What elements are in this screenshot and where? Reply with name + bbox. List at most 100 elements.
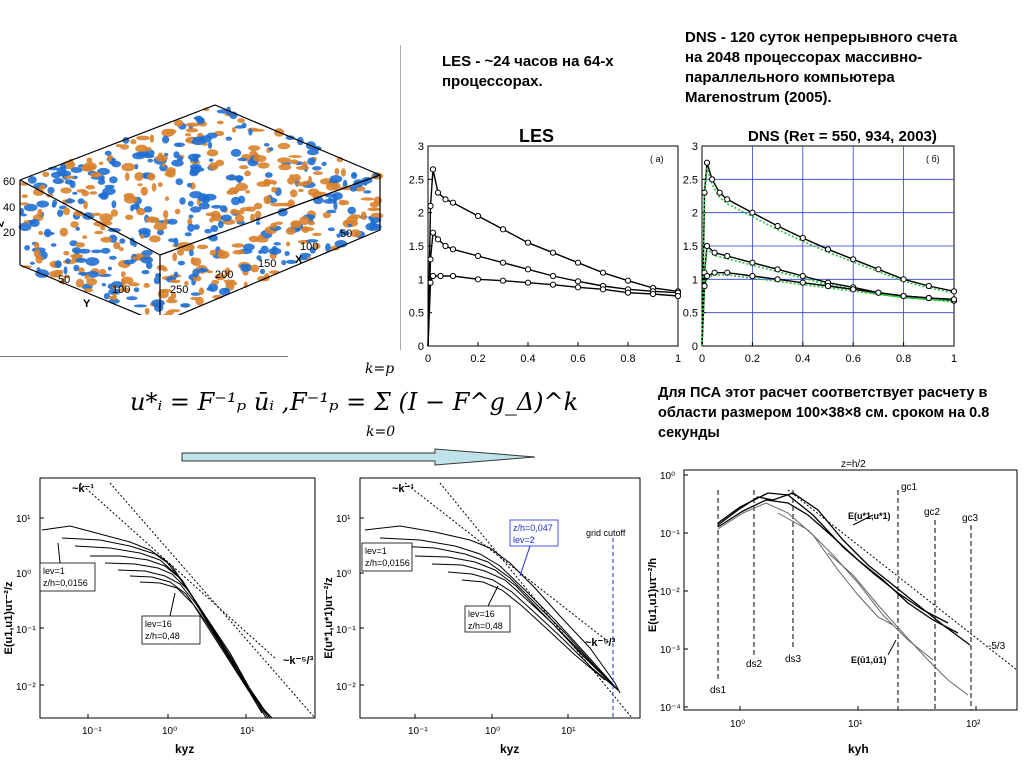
- x-tick-label: 0.8: [620, 353, 635, 365]
- vortex-blob: [312, 232, 322, 237]
- vortex-blob: [230, 148, 242, 157]
- vortex-blob: [209, 249, 217, 256]
- vortex-blob: [208, 158, 214, 162]
- vortex-blob: [167, 218, 178, 225]
- vortex-blob: [350, 229, 362, 238]
- vortex-blob: [175, 143, 180, 147]
- y-tick-label: 2.5: [683, 174, 698, 186]
- vortex-blob: [244, 170, 252, 177]
- z-tick-60: 60: [3, 176, 15, 188]
- series-line-green-0: [701, 167, 955, 347]
- vortex-blob: [131, 256, 143, 260]
- y-axis-label: E(u1,u1)uτ⁻²/h: [648, 558, 659, 633]
- series-point-0: [708, 176, 716, 183]
- turbulence-3d-box: 60 40 20 Z 50 100 250 Y 50 100 150 200 X: [0, 104, 384, 315]
- les-note: LES - ~24 часов на 64-х процессорах.: [442, 53, 614, 90]
- vortex-blob: [85, 257, 100, 266]
- x-tick-label: 1: [951, 353, 957, 365]
- x-tick-label: 0.2: [745, 353, 760, 365]
- series-point-2: [701, 282, 708, 290]
- slope-k-53-label: ~k⁻⁵/³: [585, 637, 616, 649]
- y-tick-50: 50: [58, 274, 70, 286]
- vortex-blob: [281, 260, 287, 266]
- x-tick-150: 150: [258, 258, 276, 270]
- slope-k-1-label: ~k⁻¹: [392, 483, 414, 495]
- gc3-label: gc3: [962, 513, 979, 524]
- vortex-blob: [188, 214, 194, 219]
- vortex-blob: [153, 276, 160, 285]
- slope-k-1-label: ~k⁻¹: [72, 483, 94, 495]
- vortex-blob: [306, 239, 319, 243]
- vortex-blob: [98, 192, 109, 199]
- vortex-blob: [166, 169, 176, 178]
- series-point-2: [524, 279, 532, 286]
- les-profile-chart: 0 0.2 0.4 0.6 0.8 1 0 0.5 1 1.5 2 2.5 3 ( a): [409, 141, 682, 365]
- vortex-blob: [340, 168, 346, 177]
- vortex-blob: [119, 238, 126, 244]
- horizontal-divider: [0, 356, 288, 357]
- series-point-1: [574, 278, 582, 285]
- vortex-blob: [189, 166, 200, 175]
- vortex-blob: [331, 182, 341, 190]
- vortex-blob: [184, 232, 192, 237]
- vortex-blob: [257, 234, 264, 240]
- vortex-blob: [255, 221, 261, 225]
- vortex-blob: [332, 194, 338, 204]
- vortex-blob: [360, 211, 367, 220]
- vortex-blob: [27, 176, 37, 184]
- vortex-blob: [237, 195, 246, 204]
- vortex-blob: [193, 224, 200, 230]
- y-tick-3: 10¹: [336, 514, 351, 525]
- y-tick-label: 1.5: [683, 241, 698, 253]
- vortex-blob: [349, 185, 358, 192]
- spectrum-chart-2: 10⁻¹ 10⁰ 10¹ 10⁻² 10⁻¹ 10⁰ 10¹ kyz E(u*1…: [323, 477, 641, 756]
- vortex-blob: [264, 172, 273, 178]
- vortex-blob: [300, 226, 314, 232]
- y-tick-label: 2: [418, 208, 424, 220]
- vortex-blob: [369, 217, 382, 223]
- vortex-blob: [198, 267, 206, 273]
- vortex-blob: [60, 163, 67, 171]
- vortex-blob: [173, 237, 179, 247]
- vortex-blob: [123, 192, 135, 199]
- plot-frame: [427, 145, 679, 347]
- vortex-blob: [111, 160, 122, 168]
- series-point-2: [649, 290, 657, 298]
- vortex-blob: [83, 200, 88, 210]
- vortex-blob: [65, 258, 71, 264]
- vortex-blob: [144, 307, 150, 315]
- reference-slopes-1: [79, 482, 316, 719]
- vortex-blob: [164, 196, 170, 201]
- series-point-2: [925, 294, 932, 302]
- series-point-1: [427, 256, 434, 263]
- vortex-blob: [34, 241, 40, 249]
- vortex-blob: [325, 243, 331, 253]
- series-point-0: [950, 288, 958, 295]
- vortex-blob: [70, 167, 83, 173]
- vortex-blob: [363, 190, 372, 194]
- vortex-blob: [309, 246, 316, 254]
- vortex-blob: [124, 172, 130, 181]
- x-tick-1: 10⁰: [162, 726, 177, 737]
- y-tick-label: 3: [692, 141, 698, 153]
- vortex-blob: [86, 157, 93, 164]
- vortex-blob: [21, 194, 28, 199]
- series-point-0: [429, 166, 437, 173]
- vortex-blob: [81, 190, 90, 197]
- series-point-0: [774, 222, 781, 230]
- vortex-blob: [179, 197, 186, 205]
- vortex-blob: [211, 279, 220, 285]
- vortex-blob: [253, 155, 267, 163]
- vortex-blob: [125, 214, 134, 220]
- vortex-blob: [180, 303, 191, 308]
- vortex-blob: [89, 172, 102, 178]
- vortex-blob: [220, 205, 227, 213]
- y-tick-2: 10⁻²: [660, 587, 680, 598]
- vortex-blob: [177, 248, 185, 256]
- vortex-blob: [295, 165, 310, 170]
- vortex-blob: [172, 252, 178, 262]
- vortex-blob: [196, 244, 209, 250]
- series-point-2: [437, 272, 444, 280]
- x-tick-200: 200: [215, 269, 233, 281]
- series-point-2: [824, 282, 832, 290]
